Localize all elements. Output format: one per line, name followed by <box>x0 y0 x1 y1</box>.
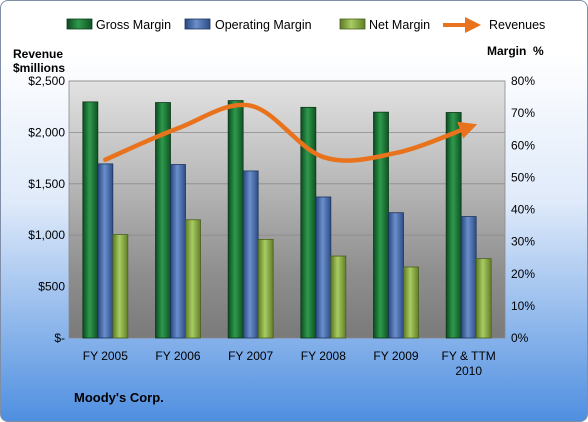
legend-label-operating-margin: Operating Margin <box>215 18 312 32</box>
left-axis-ticks: $- $500 $1,000 $1,500 $2,000 $2,500 <box>28 74 65 345</box>
bar-gross-margin <box>445 112 462 339</box>
bar-operating-margin <box>97 163 114 339</box>
x-tick-label: FY & TTM 2010 <box>442 349 496 378</box>
x-tick-label: FY 2007 <box>228 349 273 363</box>
right-tick-label: 20% <box>511 267 535 281</box>
left-axis-title-line-2: $millions <box>13 61 65 75</box>
x-axis-ticks: FY 2005 FY 2006 FY 2007 FY 2008 FY 2009 FY & … <box>83 349 496 378</box>
bar-operating-margin <box>460 216 477 339</box>
right-tick-label: 0% <box>511 331 529 345</box>
revenue-line <box>103 102 478 163</box>
left-tick-label: $1,000 <box>28 228 65 242</box>
legend: Gross Margin Operating Margin Net Margin… <box>66 17 545 33</box>
legend-item-gross-margin: Gross Margin <box>66 18 171 32</box>
bar-operating-margin <box>170 164 186 339</box>
x-tick-label: FY 2005 <box>83 349 128 363</box>
left-axis-title-line-1: Revenue <box>13 47 63 61</box>
right-tick-label: 30% <box>511 235 535 249</box>
legend-item-revenues: Revenues <box>443 17 545 33</box>
bar-net-margin <box>112 234 129 339</box>
company-name: Moody's Corp. <box>74 390 164 405</box>
bar-net-margin <box>475 258 492 339</box>
right-axis-title: Margin % <box>487 44 544 58</box>
legend-swatch-net-margin <box>339 18 366 30</box>
bars <box>82 100 492 339</box>
bar-gross-margin <box>82 101 99 339</box>
bar-net-margin <box>257 238 274 339</box>
left-tick-label: $2,500 <box>28 74 65 88</box>
left-tick-label: $1,500 <box>28 177 65 191</box>
left-tick-label: $2,000 <box>28 125 65 139</box>
legend-item-net-margin: Net Margin <box>339 18 430 32</box>
x-tick-label: FY 2006 <box>155 349 200 363</box>
right-tick-label: 10% <box>511 299 535 313</box>
bar-net-margin <box>185 219 201 339</box>
legend-swatch-gross-margin <box>66 18 93 30</box>
legend-item-operating-margin: Operating Margin <box>184 18 312 32</box>
bar-operating-margin <box>315 196 332 339</box>
right-tick-label: 70% <box>511 106 535 120</box>
right-axis-ticks: 0% 10% 20% 30% 40% 50% 60% 70% 80% <box>511 74 535 345</box>
right-tick-label: 60% <box>511 138 535 152</box>
legend-label-net-margin: Net Margin <box>369 18 430 32</box>
bar-net-margin <box>330 255 347 339</box>
x-tick-label: FY 2009 <box>373 349 418 363</box>
left-tick-label: $500 <box>38 280 65 294</box>
right-tick-label: 80% <box>511 74 535 88</box>
bar-operating-margin <box>388 212 404 339</box>
bar-operating-margin <box>242 170 259 339</box>
bar-net-margin <box>403 266 419 339</box>
plot-area <box>68 80 506 339</box>
legend-label-gross-margin: Gross Margin <box>96 18 171 32</box>
legend-label-revenues: Revenues <box>489 18 545 32</box>
bar-gross-margin <box>373 111 389 339</box>
revenue-line-path <box>103 102 478 163</box>
right-tick-label: 50% <box>511 170 535 184</box>
left-tick-label: $- <box>54 331 65 345</box>
x-tick-label: FY 2008 <box>301 349 346 363</box>
legend-swatch-operating-margin <box>184 18 211 30</box>
bar-gross-margin <box>227 100 244 339</box>
right-tick-label: 40% <box>511 203 535 217</box>
